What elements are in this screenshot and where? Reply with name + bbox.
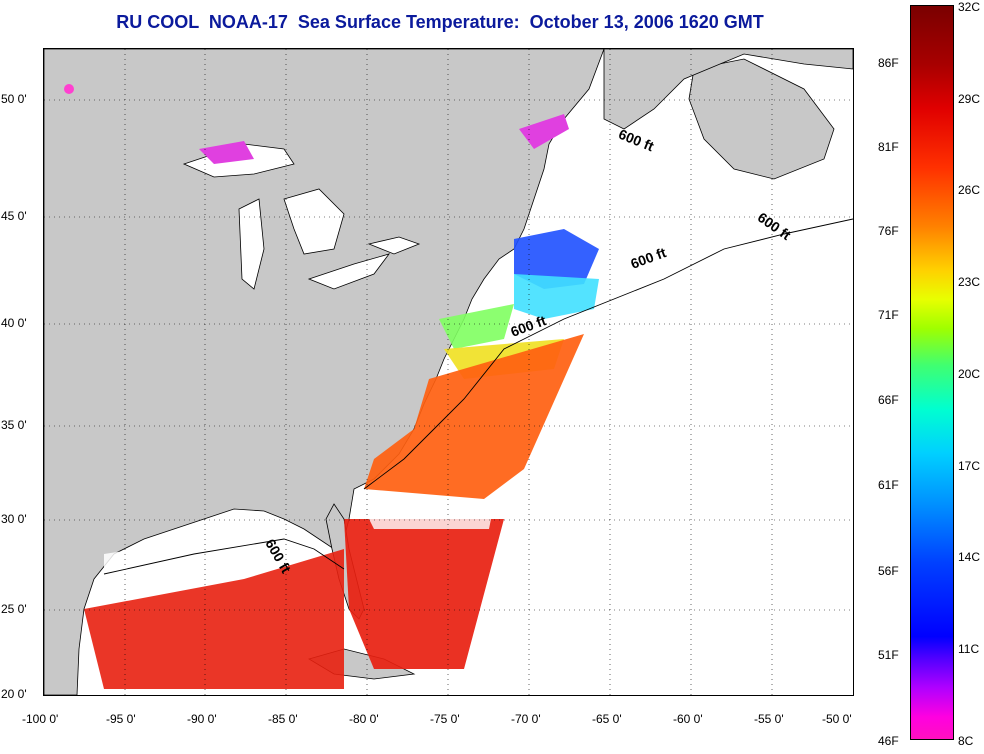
- lon-tick: -90 0': [187, 712, 217, 726]
- colorbar-celsius-label: 8C: [958, 734, 974, 748]
- colorbar-celsius-label: 32C: [958, 0, 981, 14]
- colorbar-celsius-label: 20C: [958, 367, 981, 381]
- map-graphics: [44, 49, 853, 695]
- colorbar-fahrenheit-label: 61F: [878, 478, 899, 492]
- colorbar-celsius-label: 29C: [958, 92, 981, 106]
- chart-title: RU COOL NOAA-17 Sea Surface Temperature:…: [116, 12, 764, 32]
- colorbar-fahrenheit-label: 76F: [878, 224, 899, 238]
- sst-swath-warm: [364, 334, 584, 499]
- lon-tick: -60 0': [673, 712, 703, 726]
- lon-tick: -55 0': [754, 712, 784, 726]
- lat-tick: 25 0': [1, 602, 27, 616]
- colorbar-fahrenheit-label: 66F: [878, 393, 899, 407]
- lat-tick: 45 0': [1, 209, 27, 223]
- lon-tick: -50 0': [822, 712, 852, 726]
- lat-tick: 40 0': [1, 316, 27, 330]
- colorbar-fahrenheit-label: 81F: [878, 140, 899, 154]
- lon-tick: -100 0': [22, 712, 59, 726]
- colorbar-celsius-label: 11C: [958, 642, 980, 656]
- lat-tick: 50 0': [1, 92, 27, 106]
- sst-swath-cold: [514, 229, 599, 289]
- lon-tick: -65 0': [592, 712, 622, 726]
- colorbar-fahrenheit-label: 71F: [878, 308, 899, 322]
- colorbar-celsius-label: 17C: [958, 459, 981, 473]
- lon-tick: -75 0': [430, 712, 460, 726]
- colorbar-fahrenheit-label: 51F: [878, 648, 899, 662]
- lon-tick: -70 0': [511, 712, 541, 726]
- contour-600ft: [103, 218, 853, 575]
- lon-tick: -80 0': [349, 712, 379, 726]
- colorbar-celsius-label: 23C: [958, 275, 981, 289]
- colorbar-celsius-label: 14C: [958, 550, 981, 564]
- lat-tick: 30 0': [1, 512, 27, 526]
- lon-tick: -85 0': [268, 712, 298, 726]
- lon-tick: -95 0': [106, 712, 136, 726]
- sst-map: [43, 48, 854, 696]
- colorbar-celsius-label: 26C: [958, 183, 981, 197]
- lat-tick: 35 0': [1, 418, 27, 432]
- temperature-colorbar: [910, 5, 954, 740]
- colorbar-fahrenheit-label: 56F: [878, 564, 899, 578]
- colorbar-fahrenheit-label: 46F: [878, 734, 899, 748]
- colorbar-fahrenheit-label: 86F: [878, 56, 899, 70]
- lat-tick: 20 0': [1, 687, 27, 701]
